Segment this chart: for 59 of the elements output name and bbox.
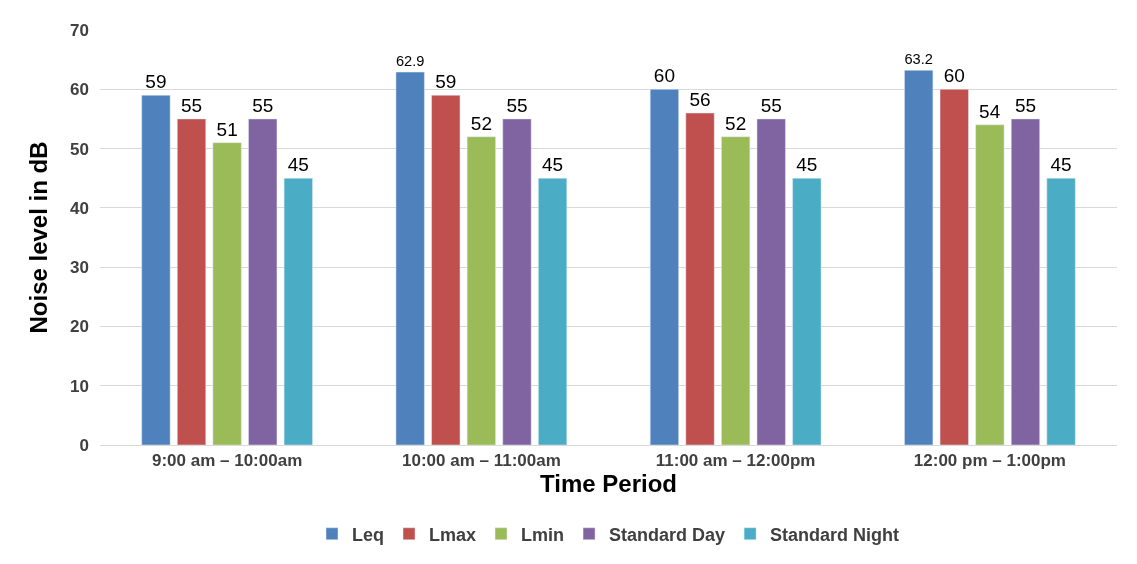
bar xyxy=(283,177,313,445)
bar xyxy=(1010,118,1040,445)
data-label: 59 xyxy=(145,71,167,93)
bar xyxy=(538,177,568,445)
data-label: 60 xyxy=(943,65,965,87)
data-label: 55 xyxy=(180,94,203,116)
bar xyxy=(975,124,1005,445)
bar xyxy=(756,118,786,445)
bar xyxy=(248,118,278,445)
legend-label: Standard Night xyxy=(770,524,900,545)
x-tick-label: 12:00 pm – 1:00pm xyxy=(913,451,1066,471)
legend-label: Lmax xyxy=(429,524,477,545)
legend-label: Lmin xyxy=(521,524,565,545)
bar xyxy=(212,142,242,445)
data-label: 55 xyxy=(252,94,274,116)
data-label: 55 xyxy=(506,94,528,116)
y-tick-label: 0 xyxy=(79,435,89,455)
bar xyxy=(1046,177,1076,445)
x-tick-label: 10:00 am – 11:00am xyxy=(401,451,561,471)
y-tick-label: 30 xyxy=(70,258,89,278)
bar xyxy=(431,94,461,445)
y-tick-label: 20 xyxy=(70,317,89,337)
bar xyxy=(502,118,532,445)
data-label: 51 xyxy=(216,118,238,140)
y-tick-label: 50 xyxy=(70,139,89,159)
data-label: 45 xyxy=(1050,154,1072,176)
y-tick-label: 40 xyxy=(70,198,89,218)
data-label: 54 xyxy=(979,100,1001,122)
y-tick-label: 70 xyxy=(70,20,89,40)
bar xyxy=(466,136,496,445)
bar xyxy=(721,136,751,445)
bar xyxy=(792,177,822,445)
y-tick-label: 60 xyxy=(70,80,89,100)
data-label: 56 xyxy=(689,89,711,110)
data-label: 52 xyxy=(725,112,747,134)
legend-label: Leq xyxy=(352,524,385,545)
data-label: 45 xyxy=(287,154,309,176)
data-label: 55 xyxy=(760,94,782,116)
x-tick-label: 9:00 am – 10:00am xyxy=(151,451,303,471)
bar xyxy=(177,118,207,445)
bar xyxy=(939,89,969,445)
bar xyxy=(685,112,715,445)
data-label: 45 xyxy=(796,154,818,176)
data-label: 52 xyxy=(470,112,492,134)
data-label: 63.2 xyxy=(904,51,933,68)
data-label: 45 xyxy=(541,154,564,176)
bar xyxy=(649,89,679,445)
bar xyxy=(395,71,425,445)
data-label: 59 xyxy=(435,71,457,93)
y-tick-label: 10 xyxy=(70,376,89,396)
bar xyxy=(141,94,171,445)
x-tick-label: 11:00 am – 12:00pm xyxy=(655,451,816,471)
y-axis-title: Noise level in dB xyxy=(25,141,53,334)
legend-label: Standard Day xyxy=(609,524,726,545)
data-label: 60 xyxy=(653,65,676,87)
data-label: 55 xyxy=(1014,94,1037,116)
data-label: 62.9 xyxy=(395,53,425,70)
bar xyxy=(904,70,934,445)
x-axis-title: Time Period xyxy=(540,470,677,498)
